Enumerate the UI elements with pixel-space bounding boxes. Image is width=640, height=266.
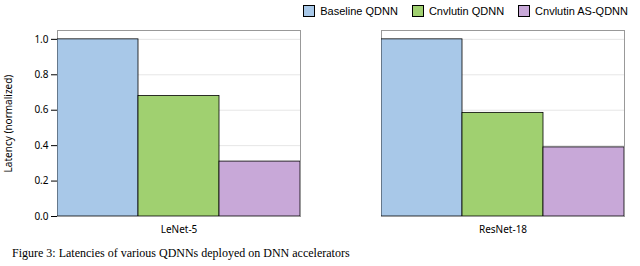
html-text:Cnvlutin AS-QDNN: Cnvlutin AS-QDNN: [535, 5, 628, 17]
html-text:Figure 3: Latencies of various: Figure 3: Latencies of various QDNNs dep…: [12, 246, 350, 260]
svg-text:0.0: 0.0: [34, 209, 48, 223]
html-text:Cnvlutin QDNN: Cnvlutin QDNN: [428, 5, 505, 17]
svg-text:1.0: 1.0: [34, 32, 48, 46]
html-text:Baseline QDNN: Baseline QDNN: [320, 5, 398, 17]
svg-text:Latency (normalized): Latency (normalized): [1, 75, 15, 173]
svg-text:ResNet-18: ResNet-18: [479, 222, 527, 236]
svg-text:0.4: 0.4: [34, 138, 48, 152]
svg-text:0.6: 0.6: [34, 102, 48, 116]
svg-text:0.2: 0.2: [34, 173, 48, 187]
svg-text:LeNet-5: LeNet-5: [161, 222, 198, 236]
svg-text:0.8: 0.8: [34, 67, 48, 81]
